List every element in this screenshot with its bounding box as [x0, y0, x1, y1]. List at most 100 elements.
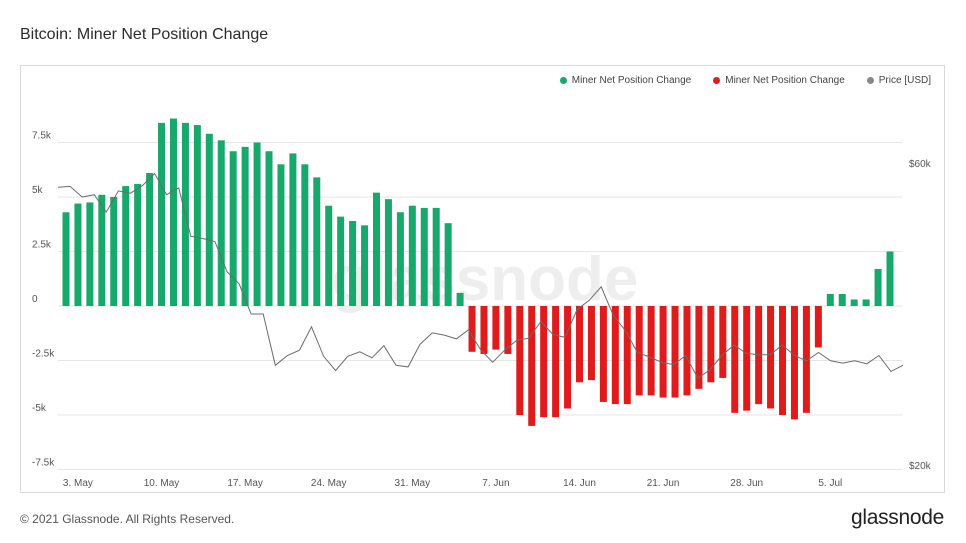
bar-negative: [564, 306, 572, 409]
legend-item-positive[interactable]: Miner Net Position Change: [559, 75, 692, 86]
bar-positive: [110, 197, 118, 306]
bar-positive: [253, 142, 261, 306]
bar-negative: [647, 306, 655, 396]
y-tick-label: 0: [32, 294, 38, 305]
legend-item-negative[interactable]: Miner Net Position Change: [713, 75, 845, 86]
bar-negative: [707, 306, 715, 383]
bar-negative: [599, 306, 607, 402]
watermark: glassnode: [332, 245, 639, 314]
bar-positive: [361, 225, 369, 306]
bar-negative: [659, 306, 667, 398]
y-right-tick-label: $20k: [909, 461, 932, 472]
bar-positive: [862, 299, 870, 306]
bar-positive: [134, 183, 142, 306]
bar-negative: [802, 306, 810, 413]
bar-positive: [277, 164, 285, 306]
chart-title: Bitcoin: Miner Net Position Change: [20, 26, 269, 43]
bar-negative: [683, 306, 691, 396]
bar-negative: [790, 306, 798, 420]
bar-positive: [337, 216, 345, 306]
bar-positive: [146, 173, 154, 306]
y-right-tick-label: $60k: [909, 159, 932, 170]
legend-label-positive: Miner Net Position Change: [571, 75, 692, 86]
y-tick-label: -2.5k: [32, 349, 55, 360]
bar-negative: [504, 306, 512, 354]
legend-label-negative: Miner Net Position Change: [725, 75, 845, 86]
bar-positive: [456, 292, 464, 306]
bar-positive: [826, 294, 834, 306]
bar-negative: [695, 306, 703, 389]
bar-negative: [671, 306, 679, 398]
bar-positive: [158, 122, 166, 306]
bar-positive: [420, 207, 428, 306]
bar-negative: [719, 306, 727, 378]
legend-dot-positive: [559, 77, 567, 84]
x-tick-label: 17. May: [227, 478, 263, 489]
bar-positive: [838, 294, 846, 306]
bar-positive: [432, 207, 440, 306]
legend-label-price: Price [USD]: [878, 75, 931, 86]
bar-positive: [86, 202, 94, 306]
chart-legend: Miner Net Position Change Miner Net Posi…: [559, 75, 931, 86]
bar-positive: [874, 268, 882, 306]
y-tick-label: -5k: [32, 403, 47, 414]
bar-positive: [241, 146, 249, 306]
bar-negative: [779, 306, 787, 415]
bar-positive: [444, 223, 452, 306]
x-tick-label: 28. Jun: [730, 478, 763, 489]
bar-positive: [217, 140, 225, 306]
x-tick-label: 3. May: [63, 478, 93, 489]
bar-positive: [205, 133, 213, 306]
legend-dot-negative: [713, 77, 721, 84]
bar-positive: [74, 203, 82, 306]
y-tick-label: 5k: [32, 185, 44, 196]
y-tick-label: -7.5k: [32, 458, 55, 469]
legend-item-price[interactable]: Price [USD]: [866, 75, 931, 86]
bar-positive: [408, 205, 416, 306]
bar-negative: [635, 306, 643, 396]
bar-negative: [576, 306, 584, 383]
x-tick-label: 7. Jun: [482, 478, 509, 489]
bar-negative: [468, 306, 476, 352]
copyright-text: © 2021 Glassnode. All Rights Reserved.: [20, 512, 235, 526]
bar-positive: [301, 164, 309, 306]
x-tick-label: 24. May: [311, 478, 347, 489]
bar-positive: [122, 186, 130, 306]
bar-negative: [540, 306, 548, 418]
legend-dot-price: [866, 77, 874, 84]
bar-positive: [372, 192, 380, 306]
bar-negative: [623, 306, 631, 405]
bar-positive: [169, 118, 177, 307]
bar-negative: [587, 306, 595, 381]
bar-negative: [516, 306, 524, 415]
bar-positive: [313, 177, 321, 306]
bar-negative: [480, 306, 488, 354]
x-tick-label: 14. Jun: [563, 478, 596, 489]
bar-negative: [814, 306, 822, 348]
x-tick-label: 21. Jun: [647, 478, 680, 489]
glassnode-logo: glassnode: [850, 506, 944, 529]
bar-positive: [349, 220, 357, 306]
bar-positive: [229, 151, 237, 306]
x-tick-label: 5. Jul: [818, 478, 842, 489]
bar-positive: [325, 205, 333, 306]
price-line: [57, 172, 904, 379]
bar-negative: [492, 306, 500, 350]
x-tick-label: 31. May: [395, 478, 431, 489]
bar-positive: [265, 151, 273, 306]
bar-positive: [384, 199, 392, 306]
bar-positive: [98, 194, 106, 306]
bar-negative: [743, 306, 751, 411]
bar-negative: [767, 306, 775, 409]
x-tick-label: 10. May: [144, 478, 180, 489]
bar-negative: [552, 306, 560, 418]
bar-negative: [731, 306, 739, 413]
bar-positive: [193, 125, 201, 306]
y-tick-label: 2.5k: [32, 240, 52, 251]
bar-positive: [850, 299, 858, 306]
bar-positive: [62, 212, 70, 306]
y-tick-label: 7.5k: [32, 131, 52, 142]
bar-positive: [396, 212, 404, 306]
